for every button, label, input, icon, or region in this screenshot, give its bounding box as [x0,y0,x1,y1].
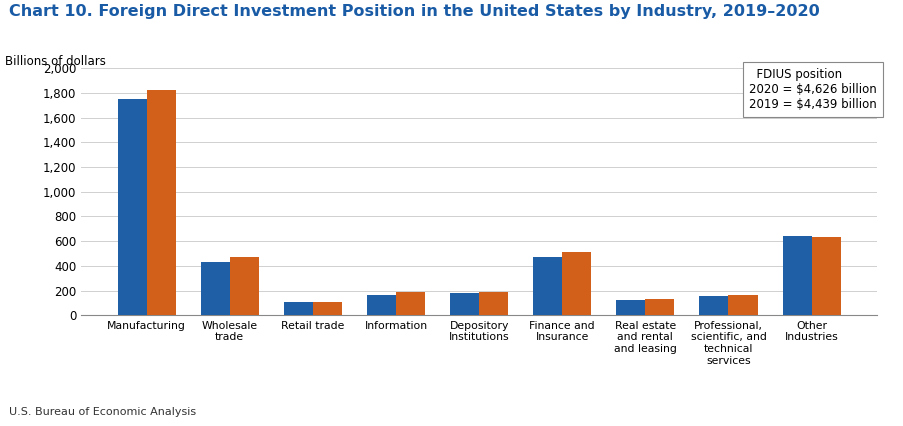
Text: U.S. Bureau of Economic Analysis: U.S. Bureau of Economic Analysis [9,408,196,417]
Bar [117,99,146,315]
Bar [367,295,396,315]
Text: FDIUS position
2020 = $4,626 billion
2019 = $4,439 billion: FDIUS position 2020 = $4,626 billion 201… [749,68,876,111]
Bar [284,302,312,315]
Bar [811,237,840,315]
Bar [782,236,811,315]
Bar [396,292,424,315]
Bar [200,262,229,315]
Bar [479,292,507,315]
Text: Chart 10. Foreign Direct Investment Position in the United States by Industry, 2: Chart 10. Foreign Direct Investment Posi… [9,4,819,19]
Text: Billions of dollars: Billions of dollars [5,55,106,69]
Bar [450,293,479,315]
Bar [699,296,728,315]
Bar [562,252,591,315]
Bar [616,300,645,315]
Bar [533,257,562,315]
Bar [229,257,258,315]
Bar [312,302,341,315]
Bar [645,299,674,315]
Bar [728,296,757,315]
Bar [146,90,175,315]
